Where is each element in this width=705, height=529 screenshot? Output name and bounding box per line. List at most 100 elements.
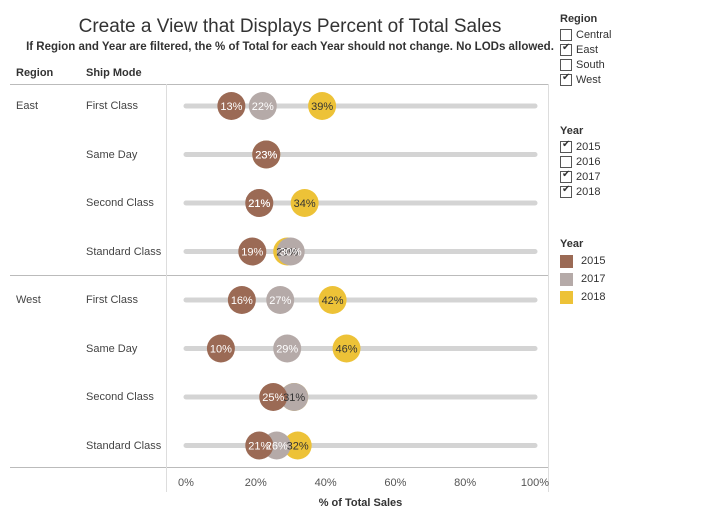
x-axis-title: % of Total Sales: [318, 497, 403, 509]
checkbox-checked-icon[interactable]: [560, 72, 572, 86]
chart-title: Create a View that Displays Percent of T…: [78, 16, 502, 37]
data-label-2015: 21%: [248, 198, 270, 210]
data-label-2018: 39%: [311, 101, 333, 113]
header-divider: [10, 84, 548, 85]
ship-mode-label: Standard Class: [86, 439, 162, 452]
year-filter-option-label: 2016: [576, 155, 601, 168]
dot-2017[interactable]: [273, 334, 302, 363]
region-label-east: East: [16, 100, 39, 112]
ship-mode-label: Same Day: [86, 342, 138, 355]
data-label-2017: 22%: [252, 101, 274, 113]
x-tick-label: 20%: [244, 477, 267, 489]
region-filter-option-label: East: [576, 43, 599, 56]
region-filter-option-east[interactable]: East: [560, 42, 611, 57]
data-label-2017: 21%: [248, 198, 270, 210]
dot-2015[interactable]: [259, 383, 288, 411]
data-label-2018: 32%: [287, 441, 309, 453]
dot-2015[interactable]: [238, 237, 267, 266]
dot-2015[interactable]: [245, 189, 274, 217]
year-filter-title: Year: [560, 125, 584, 137]
data-label-2018: 42%: [322, 295, 344, 307]
data-label-2017: 27%: [269, 295, 291, 307]
region-label-west: West: [16, 294, 41, 306]
year-filter-option-2018[interactable]: 2018: [560, 184, 600, 199]
data-label-2018: 46%: [336, 344, 358, 356]
x-tick-label: 80%: [454, 477, 477, 489]
legend-label: 2017: [581, 273, 606, 285]
region-filter-option-label: South: [576, 58, 605, 71]
legend-item-2017[interactable]: 2017: [560, 270, 605, 288]
legend-swatch: [560, 254, 573, 268]
checkbox-empty-icon[interactable]: [560, 28, 572, 41]
dot-2018[interactable]: [290, 189, 319, 217]
x-tick-label: 100%: [520, 477, 550, 489]
region-column-header: Region: [16, 67, 54, 79]
ship-mode-label: First Class: [86, 294, 138, 306]
pane-right-border: [548, 84, 549, 492]
ship-mode-label: First Class: [86, 100, 138, 112]
year-color-legend: Year 2015 2017 2018: [560, 238, 605, 306]
legend-label: 2015: [581, 255, 606, 267]
year-filter-option-2017[interactable]: 2017: [560, 169, 600, 184]
dot-2017[interactable]: [276, 237, 305, 266]
region-filter-option-south[interactable]: South: [560, 57, 611, 72]
dot-2018[interactable]: [318, 286, 347, 314]
dot-2017[interactable]: [248, 92, 277, 120]
dot-2017[interactable]: [280, 383, 309, 411]
checkbox-empty-icon[interactable]: [560, 155, 572, 168]
x-tick-label: 40%: [314, 477, 337, 489]
legend-item-2018[interactable]: 2018: [560, 288, 605, 306]
data-label-2017: 26%: [266, 441, 288, 453]
dot-2015[interactable]: [252, 140, 281, 169]
region-filter-title: Region: [560, 13, 598, 25]
data-label-2015: 19%: [241, 247, 263, 259]
data-label-2017: 23%: [255, 150, 277, 162]
data-label-2018: 29%: [276, 247, 298, 259]
ship-mode-column-header: Ship Mode: [86, 67, 142, 79]
dot-2015[interactable]: [217, 92, 246, 120]
x-tick-label: 60%: [384, 477, 407, 489]
data-label-2015: 16%: [231, 295, 253, 307]
region-filter-option-west[interactable]: West: [560, 72, 611, 87]
region-filter-option-label: West: [576, 73, 601, 86]
year-filter-option-2016[interactable]: 2016: [560, 154, 600, 169]
checkbox-checked-icon[interactable]: [560, 184, 572, 198]
legend-item-2015[interactable]: 2015: [560, 252, 605, 270]
year-filter-option-label: 2015: [576, 140, 601, 153]
dot-2018[interactable]: [308, 92, 337, 120]
checkbox-checked-icon[interactable]: [560, 42, 572, 56]
year-filter: Year 2015 2016 2017 2018: [560, 125, 600, 199]
data-label-2017: 30%: [280, 247, 302, 259]
x-tick-label: 0%: [178, 477, 194, 489]
region-filter-option-central[interactable]: Central: [560, 27, 611, 42]
axis-divider: [10, 467, 548, 468]
data-label-2018: 31%: [283, 392, 305, 404]
legend-swatch: [560, 290, 573, 304]
dot-2015[interactable]: [227, 286, 256, 314]
data-label-2015: 13%: [220, 101, 242, 113]
ship-mode-label: Standard Class: [86, 245, 162, 258]
checkbox-empty-icon[interactable]: [560, 58, 572, 71]
region-filter: Region Central East South West: [560, 13, 611, 87]
dot-2018[interactable]: [332, 334, 361, 363]
data-label-2015: 10%: [210, 344, 232, 356]
year-filter-option-label: 2017: [576, 170, 601, 183]
region-divider: [10, 275, 548, 276]
ship-mode-label: Same Day: [86, 148, 138, 161]
data-label-2015: 21%: [248, 441, 270, 453]
year-filter-option-2015[interactable]: 2015: [560, 139, 600, 154]
dot-2015[interactable]: [245, 431, 274, 460]
dot-2018[interactable]: [283, 431, 312, 460]
dot-2017[interactable]: [266, 286, 295, 314]
legend-title: Year: [560, 238, 584, 250]
checkbox-checked-icon[interactable]: [560, 139, 572, 153]
year-filter-option-label: 2018: [576, 185, 601, 198]
ship-mode-label: Second Class: [86, 197, 154, 209]
checkbox-checked-icon[interactable]: [560, 169, 572, 183]
legend-label: 2018: [581, 291, 606, 303]
data-label-2015: 23%: [255, 150, 277, 162]
data-label-2017: 29%: [276, 344, 298, 356]
data-label-2018: 34%: [294, 198, 316, 210]
dot-2015[interactable]: [206, 334, 235, 363]
